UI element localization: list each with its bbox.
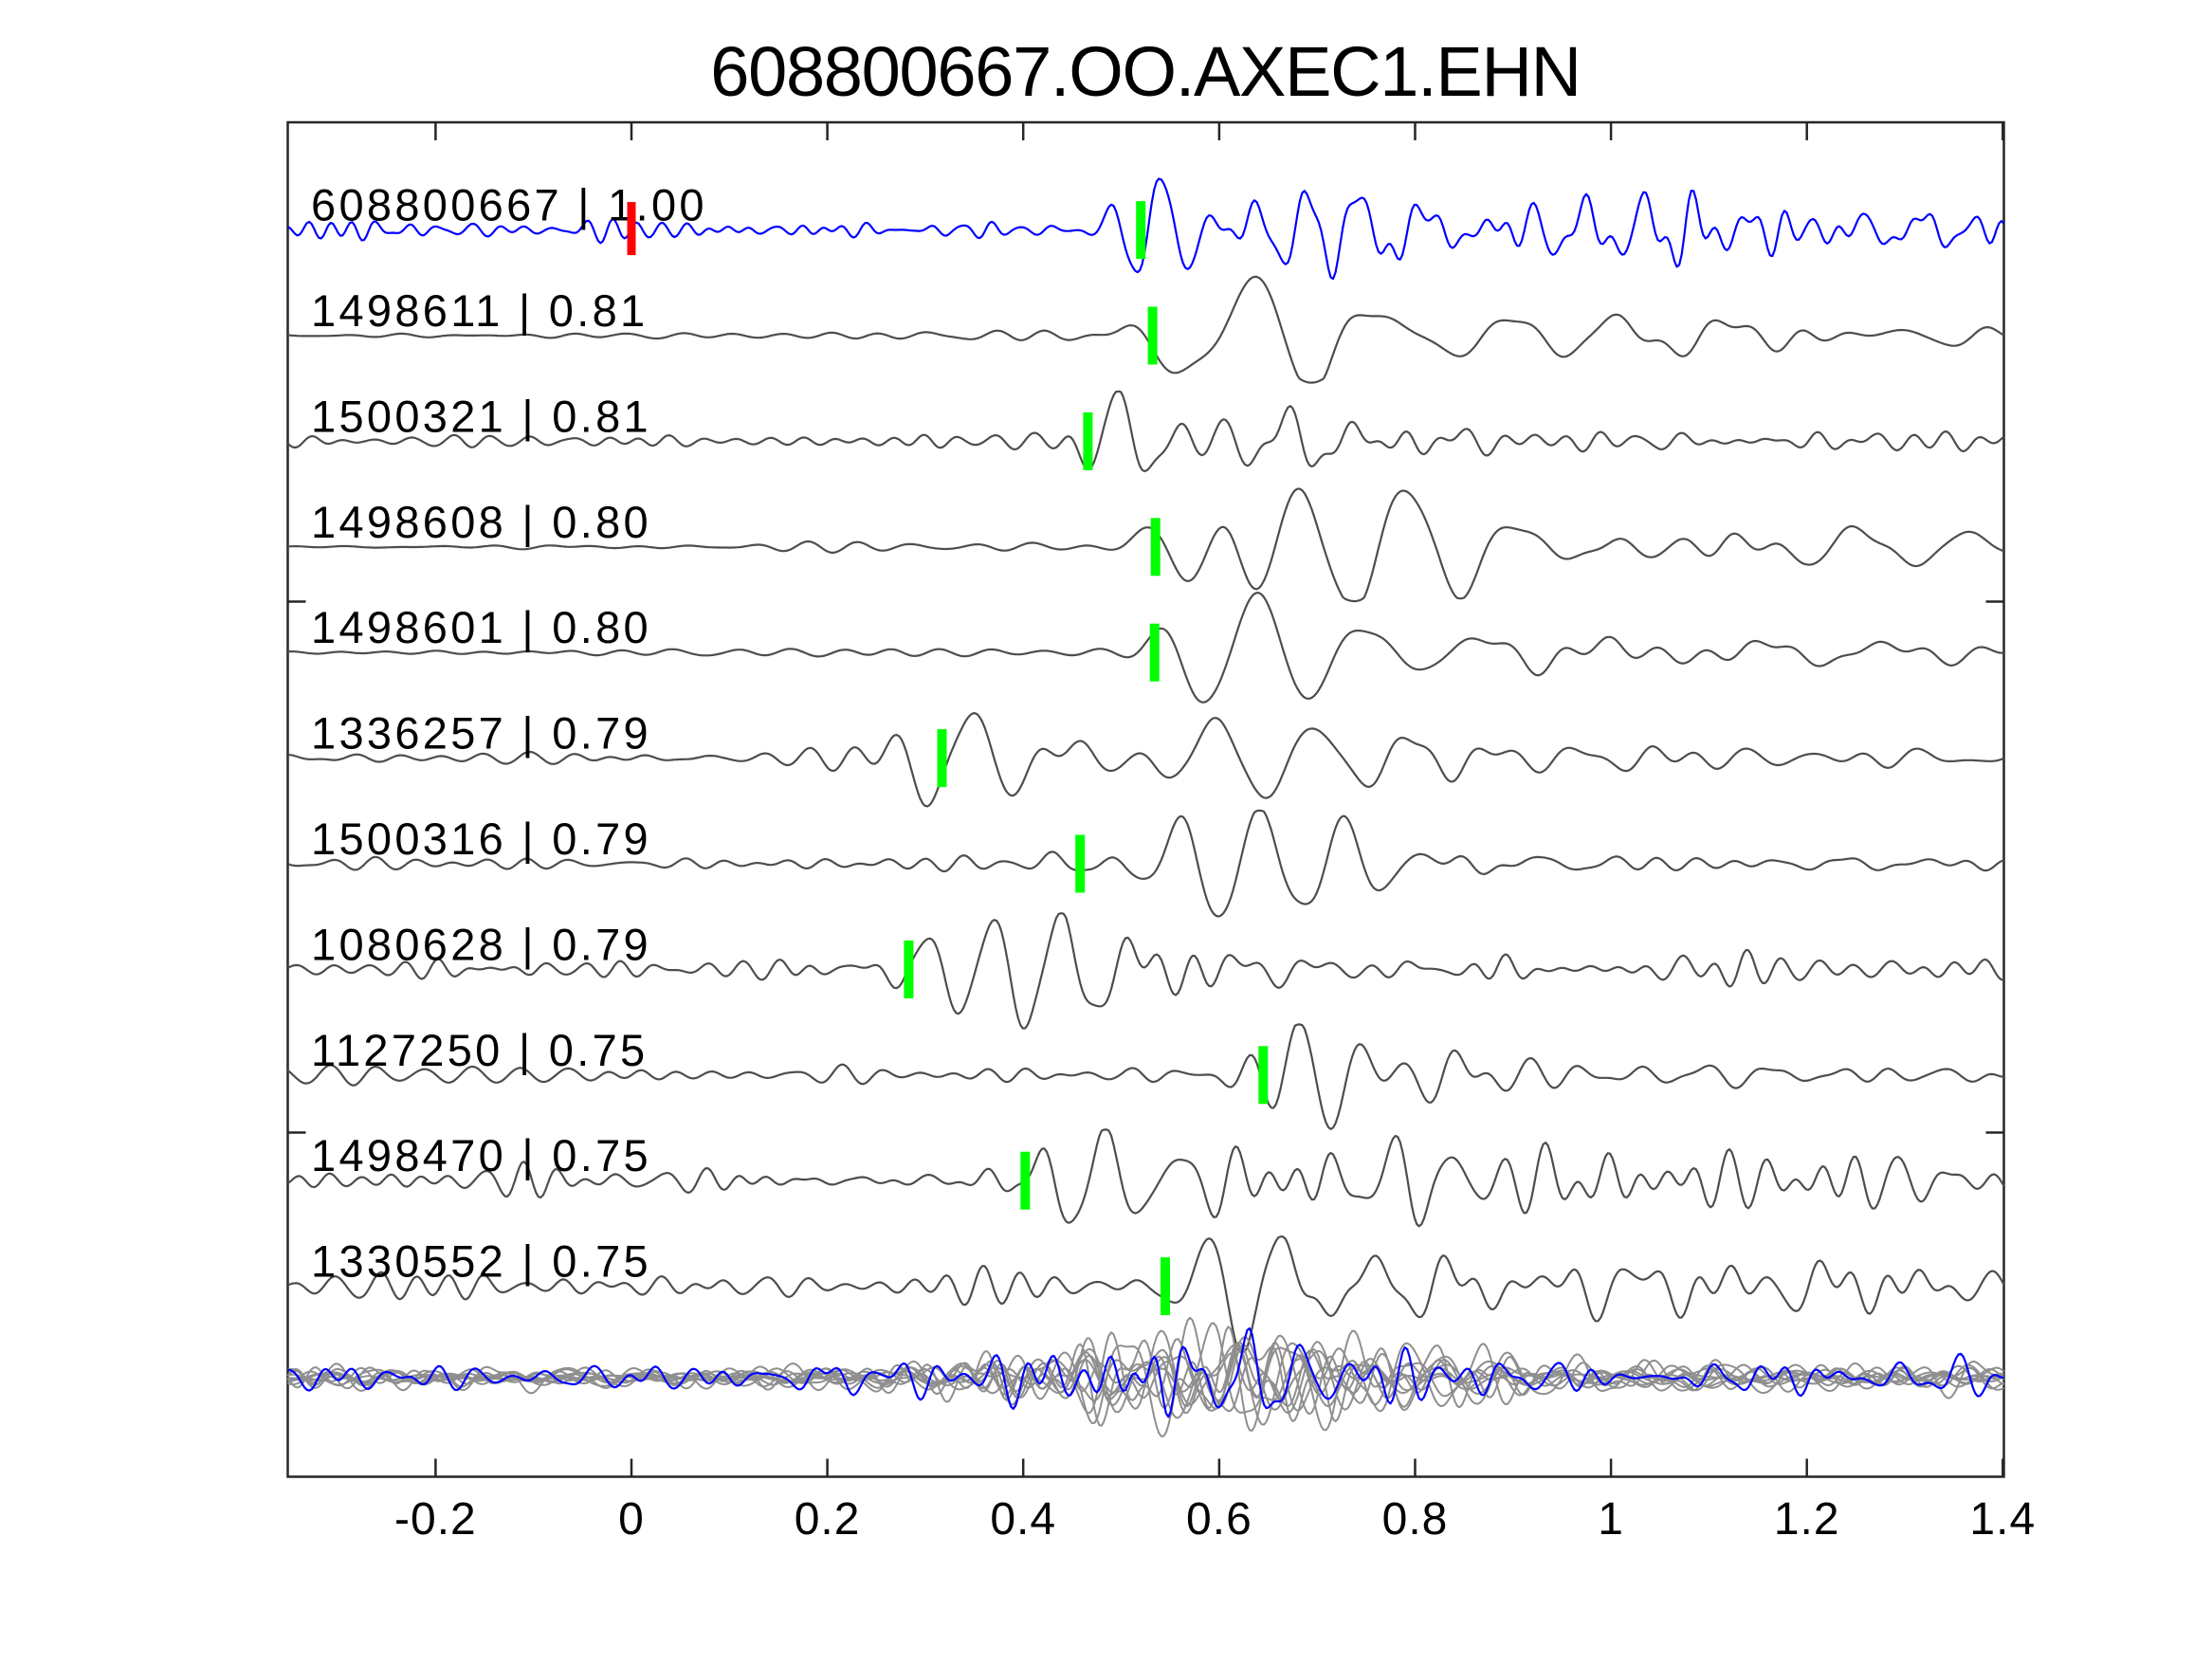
svg-text:1500316 | 0.79: 1500316 | 0.79 bbox=[311, 814, 651, 864]
svg-text:1: 1 bbox=[1598, 1494, 1624, 1545]
svg-text:608800667.OO.AXEC1.EHN: 608800667.OO.AXEC1.EHN bbox=[710, 32, 1581, 111]
svg-text:608800667 | 1.00: 608800667 | 1.00 bbox=[311, 180, 707, 230]
svg-text:1498601 | 0.80: 1498601 | 0.80 bbox=[311, 602, 651, 652]
svg-text:0: 0 bbox=[618, 1494, 645, 1545]
svg-text:0.6: 0.6 bbox=[1186, 1494, 1252, 1545]
svg-text:0.4: 0.4 bbox=[990, 1494, 1056, 1545]
svg-text:-0.2: -0.2 bbox=[394, 1494, 477, 1545]
svg-text:1127250 | 0.75: 1127250 | 0.75 bbox=[311, 1025, 649, 1075]
svg-text:1.4: 1.4 bbox=[1969, 1494, 2036, 1545]
svg-text:1500321 | 0.81: 1500321 | 0.81 bbox=[311, 391, 651, 441]
svg-text:1080628 | 0.79: 1080628 | 0.79 bbox=[311, 919, 651, 969]
svg-text:1336257 | 0.79: 1336257 | 0.79 bbox=[311, 708, 651, 759]
svg-text:0.8: 0.8 bbox=[1382, 1494, 1449, 1545]
svg-text:1.2: 1.2 bbox=[1774, 1494, 1840, 1545]
svg-text:1330552 | 0.75: 1330552 | 0.75 bbox=[311, 1236, 651, 1287]
svg-text:0.2: 0.2 bbox=[795, 1494, 861, 1545]
svg-text:1498608 | 0.80: 1498608 | 0.80 bbox=[311, 497, 651, 547]
svg-text:1498611 | 0.81: 1498611 | 0.81 bbox=[311, 285, 649, 336]
svg-text:1498470 | 0.75: 1498470 | 0.75 bbox=[311, 1130, 651, 1180]
